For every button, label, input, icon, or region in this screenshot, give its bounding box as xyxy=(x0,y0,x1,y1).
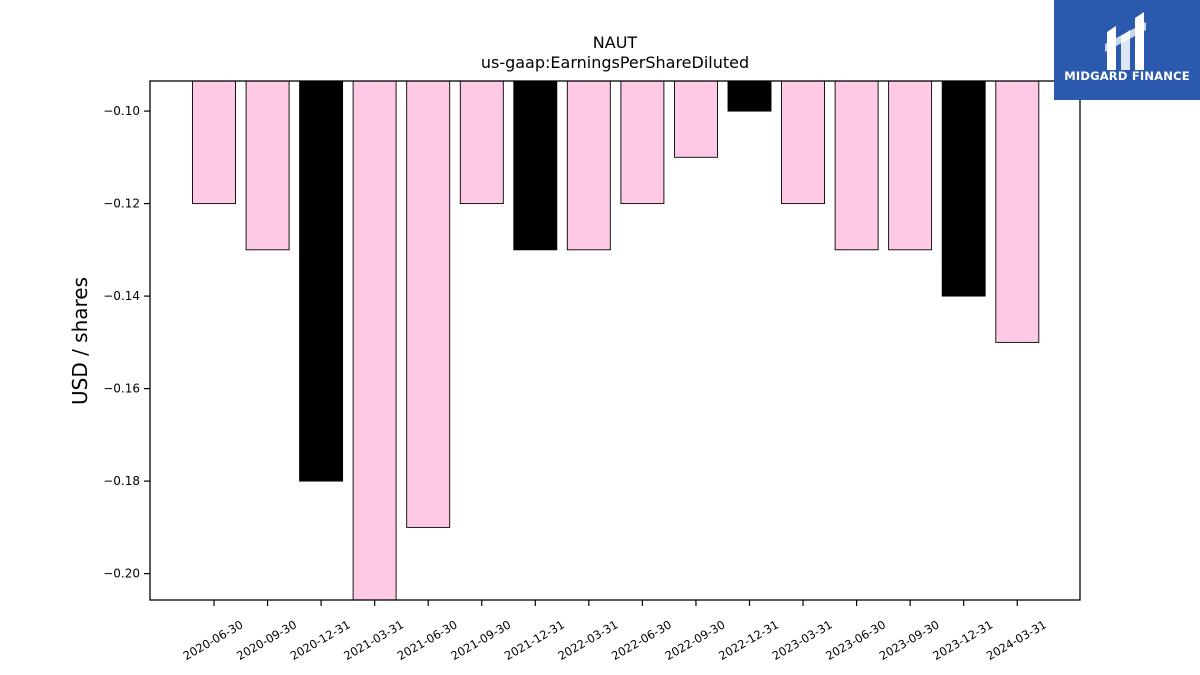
x-tick-label: 2023-09-30 xyxy=(877,617,942,663)
x-tick-label: 2021-06-30 xyxy=(395,617,460,663)
bar-2022-03-31 xyxy=(566,80,611,251)
chart-subtitle: us-gaap:EarningsPerShareDiluted xyxy=(481,53,749,72)
y-tick-label: −0.16 xyxy=(103,382,140,396)
bar-2021-09-30 xyxy=(459,80,504,205)
bar-2020-12-31 xyxy=(299,80,344,482)
x-tick-label: 2022-12-31 xyxy=(716,617,781,663)
y-axis-label: USD / shares xyxy=(68,277,92,405)
x-tick-label: 2023-03-31 xyxy=(770,617,835,663)
x-tick-label: 2023-12-31 xyxy=(930,617,995,663)
x-tick-label: 2020-06-30 xyxy=(181,617,246,663)
brand-name: MIDGARD FINANCE xyxy=(1064,69,1190,83)
y-tick-label: −0.12 xyxy=(103,197,140,211)
x-tick-label: 2021-09-30 xyxy=(448,617,513,663)
plot-frame xyxy=(149,80,1081,601)
bar-2021-03-31 xyxy=(352,80,397,601)
y-tick-label: −0.20 xyxy=(103,567,140,581)
x-tick-label: 2021-03-31 xyxy=(341,617,406,663)
x-tick-label: 2022-03-31 xyxy=(555,617,620,663)
brand-logo: MIDGARD FINANCE xyxy=(1054,0,1200,100)
bar-2020-06-30 xyxy=(192,80,236,205)
x-tick-label: 2022-09-30 xyxy=(663,617,728,663)
x-axis-ticks: 2020-06-302020-09-302020-12-312021-03-31… xyxy=(181,600,1049,663)
x-tick-label: 2023-06-30 xyxy=(823,617,888,663)
bar-2023-12-31 xyxy=(941,80,986,297)
x-tick-label: 2021-12-31 xyxy=(502,617,567,663)
bar-2021-12-31 xyxy=(513,80,558,251)
bar-2021-06-30 xyxy=(406,80,451,528)
y-tick-label: −0.10 xyxy=(103,104,140,118)
y-tick-label: −0.18 xyxy=(103,474,140,488)
y-tick-label: −0.14 xyxy=(103,289,140,303)
bar-2022-09-30 xyxy=(674,80,718,158)
bar-2024-03-31 xyxy=(995,80,1040,343)
midgard-logo-icon xyxy=(1105,12,1146,70)
x-tick-label: 2020-09-30 xyxy=(234,617,299,663)
bar-2023-09-30 xyxy=(888,80,933,251)
bar-2020-09-30 xyxy=(245,80,290,251)
chart-title: NAUT xyxy=(593,33,638,52)
x-tick-label: 2020-12-31 xyxy=(288,617,353,663)
bar-2022-06-30 xyxy=(620,80,665,205)
bar-2023-06-30 xyxy=(834,80,879,251)
y-axis-ticks: −0.10 −0.12 −0.14 −0.16 −0.18 −0.20 xyxy=(103,104,150,581)
x-tick-label: 2022-06-30 xyxy=(609,617,674,663)
bars-group xyxy=(192,80,1040,601)
bar-2023-03-31 xyxy=(781,80,825,205)
bar-2022-12-31 xyxy=(727,80,772,112)
x-tick-label: 2024-03-31 xyxy=(984,617,1049,663)
